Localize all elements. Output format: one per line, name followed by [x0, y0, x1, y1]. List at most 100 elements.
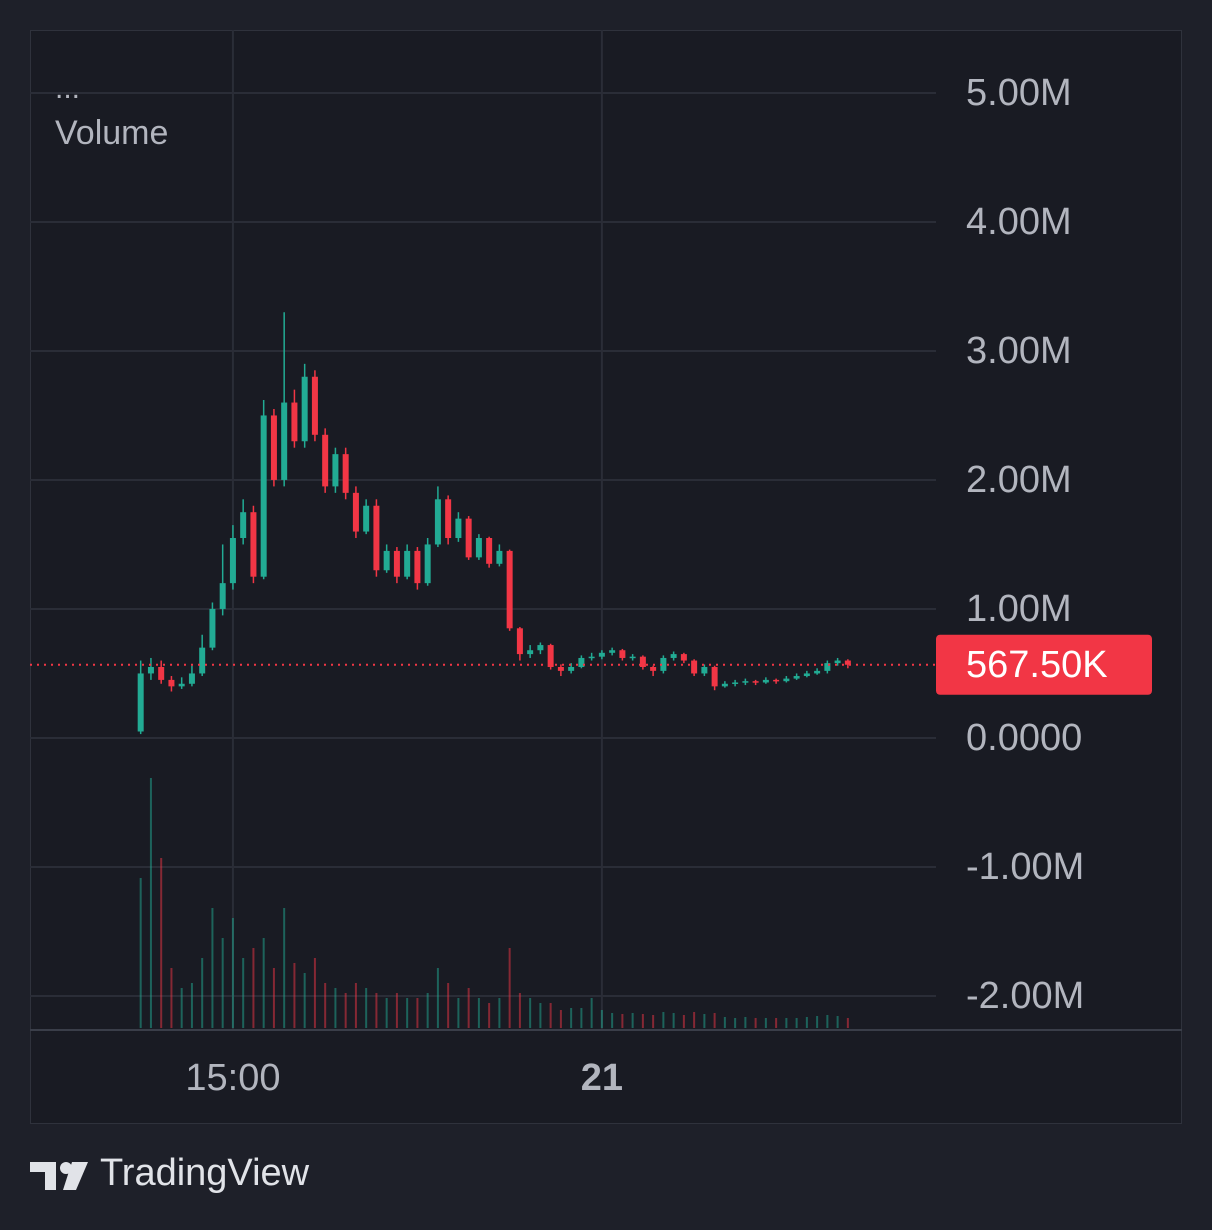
candle-body [660, 657, 667, 671]
volume-bar [529, 998, 532, 1028]
candle-body [424, 544, 431, 584]
volume-bar [354, 983, 357, 1028]
volume-bar [795, 1018, 798, 1028]
volume-bar [201, 958, 204, 1028]
volume-bar [324, 983, 327, 1028]
volume-bar [611, 1013, 614, 1028]
volume-bar [334, 988, 337, 1028]
volume-bar [539, 1003, 542, 1028]
y-tick-label: -1.00M [966, 846, 1084, 888]
volume-bar [600, 1010, 603, 1028]
candle-body [547, 645, 554, 667]
volume-bar [785, 1018, 788, 1028]
candle-body [598, 652, 605, 657]
volume-bar [385, 998, 388, 1028]
candle-body [824, 663, 831, 671]
volume-bar [682, 1015, 685, 1028]
x-tick-label: 15:00 [185, 1057, 280, 1099]
volume-bar [395, 993, 398, 1028]
candle-body [445, 499, 452, 538]
volume-bar [293, 963, 296, 1028]
volume-bar [447, 983, 450, 1028]
volume-bar [426, 993, 429, 1028]
candle-body [814, 670, 821, 674]
candle-body [670, 654, 677, 658]
candle-body [793, 676, 800, 679]
candle-body [250, 512, 257, 577]
candle-body [209, 608, 216, 648]
candle-body [311, 376, 318, 435]
volume-bar [252, 948, 255, 1028]
volume-bar [170, 968, 173, 1028]
candle-body [332, 454, 339, 487]
logo [30, 1162, 88, 1190]
volume-bar [580, 1008, 583, 1028]
y-tick-label: 2.00M [966, 459, 1072, 501]
candle-body [240, 512, 247, 538]
volume-bar [283, 908, 286, 1028]
candle-body [291, 402, 298, 442]
volume-bar [816, 1016, 819, 1028]
volume-bar [477, 998, 480, 1028]
candle-body [363, 505, 370, 532]
candle-body [199, 647, 206, 674]
candle-body [629, 656, 636, 659]
volume-bar [549, 1003, 552, 1028]
volume-bar [631, 1013, 634, 1028]
candle-body [639, 656, 646, 667]
candle-body [178, 683, 185, 687]
candle-body [455, 518, 462, 538]
candle-body [721, 683, 728, 687]
candle-body [527, 650, 534, 655]
volume-bar [621, 1014, 624, 1028]
last-price-label: 567.50K [966, 644, 1108, 686]
candle-body [301, 376, 308, 442]
volume-bar [590, 998, 593, 1028]
candle-body [578, 657, 585, 667]
volume-bar [211, 908, 214, 1028]
candle-body [711, 666, 718, 687]
candle-body [342, 454, 349, 493]
volume-bar [467, 988, 470, 1028]
y-tick-label: 5.00M [966, 72, 1072, 114]
volume-bar [303, 973, 306, 1028]
volume-bar [365, 988, 368, 1028]
indicator-legend: Volume [55, 114, 168, 152]
volume-bar [436, 968, 439, 1028]
candle-body [168, 679, 175, 687]
volume-bar [652, 1015, 655, 1028]
volume-bar [313, 958, 316, 1028]
volume-bar [826, 1015, 829, 1028]
candle-body [557, 666, 564, 671]
candle-body [383, 550, 390, 571]
candle-body [352, 492, 359, 532]
candle-body [701, 666, 708, 674]
menu-dots[interactable]: ... [55, 72, 80, 105]
volume-bar [713, 1013, 716, 1028]
candle-body [404, 550, 411, 577]
candle-body [158, 666, 165, 680]
y-tick-label: 1.00M [966, 588, 1072, 630]
volume-bar [242, 958, 245, 1028]
candle-body [229, 537, 236, 584]
candle-body [783, 678, 790, 682]
y-tick-label: 4.00M [966, 201, 1072, 243]
candle-body [516, 628, 523, 655]
candle-body [680, 654, 687, 661]
volume-bar [775, 1018, 778, 1028]
candle-body [219, 583, 226, 609]
y-tick-label: 0.0000 [966, 717, 1082, 759]
candle-body [260, 415, 267, 577]
candle-body [137, 673, 144, 732]
candle-body [650, 666, 657, 671]
candle-body [588, 656, 595, 659]
volume-bar [416, 998, 419, 1028]
candle-body [373, 505, 380, 571]
volume-bar [262, 938, 265, 1028]
brand: TradingView [100, 1152, 310, 1194]
volume-bar [457, 998, 460, 1028]
candle-body [691, 660, 698, 674]
candle-body [486, 537, 493, 564]
volume-bar [231, 918, 234, 1028]
candle-body [434, 499, 441, 545]
